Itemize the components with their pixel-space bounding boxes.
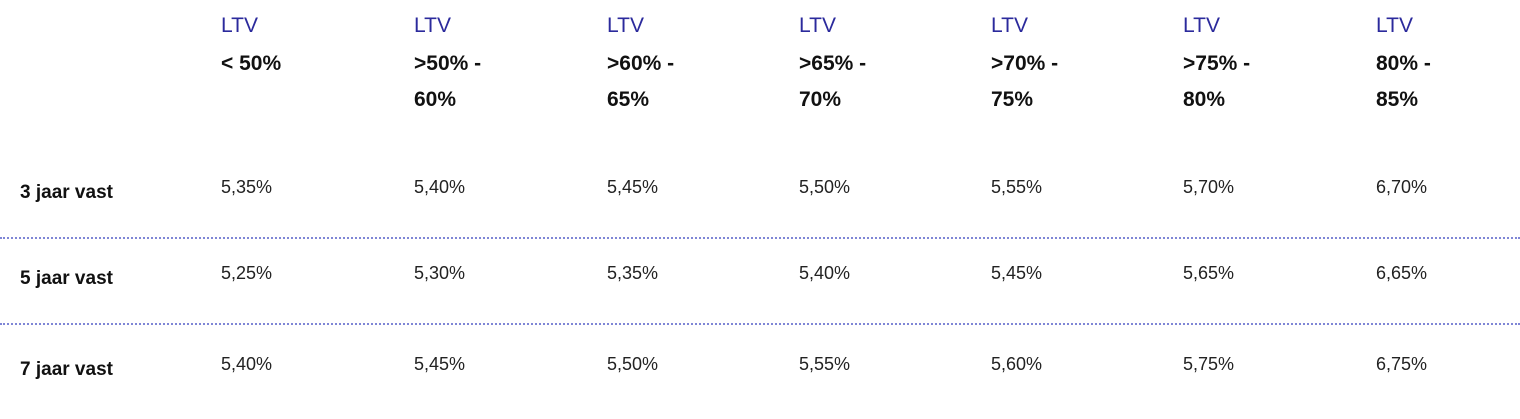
column-header-ltv-under-50: LTV < 50% <box>221 10 371 82</box>
rate-cell: 5,50% <box>607 354 659 374</box>
column-header-ltv-70-75: LTV >70% - 75% <box>991 10 1141 118</box>
interest-rate-table: LTV < 50% LTV >50% - 60% LTV >60% - 65% … <box>0 0 1520 380</box>
column-header-ltv-75-80: LTV >75% - 80% <box>1183 10 1333 118</box>
rate-cell: 5,40% <box>221 354 273 374</box>
table-header-row: LTV < 50% LTV >50% - 60% LTV >60% - 65% … <box>0 0 1520 150</box>
rate-cell: 5,40% <box>799 263 851 283</box>
table-row-5-jaar-vast: 5 jaar vast 5,25% 5,30% 5,35% 5,40% 5,45… <box>0 263 1520 328</box>
table-row-3-jaar-vast: 3 jaar vast 5,35% 5,40% 5,45% 5,50% 5,55… <box>0 177 1520 242</box>
rate-cell: 5,45% <box>991 263 1043 283</box>
column-header-ltv-label: LTV <box>1376 14 1413 37</box>
rate-cell: 5,25% <box>221 263 273 283</box>
table-row-7-jaar-vast: 7 jaar vast 5,40% 5,45% 5,50% 5,55% 5,60… <box>0 354 1520 419</box>
rate-cell: 5,35% <box>221 177 273 197</box>
column-header-ltv-label: LTV <box>799 14 836 37</box>
rate-cell: 6,65% <box>1376 263 1428 283</box>
rate-cell: 5,45% <box>414 354 466 374</box>
column-header-range: 80% - 85% <box>1376 52 1431 111</box>
rate-cell: 5,45% <box>607 177 659 197</box>
rate-cell: 5,60% <box>991 354 1043 374</box>
column-header-ltv-label: LTV <box>414 14 451 37</box>
column-header-range: >60% - 65% <box>607 52 675 111</box>
rate-cell: 5,35% <box>607 263 659 283</box>
row-label: 7 jaar vast <box>20 359 113 380</box>
column-header-ltv-label: LTV <box>221 14 258 37</box>
column-header-ltv-label: LTV <box>1183 14 1220 37</box>
column-header-ltv-60-65: LTV >60% - 65% <box>607 10 757 118</box>
rate-cell: 5,30% <box>414 263 466 283</box>
column-header-range: >65% - 70% <box>799 52 867 111</box>
rate-cell: 5,55% <box>991 177 1043 197</box>
rate-cell: 6,70% <box>1376 177 1428 197</box>
row-divider <box>0 323 1520 325</box>
rate-cell: 5,70% <box>1183 177 1235 197</box>
row-divider <box>0 237 1520 239</box>
column-header-ltv-label: LTV <box>607 14 644 37</box>
column-header-range: < 50% <box>221 52 282 75</box>
row-label: 5 jaar vast <box>20 268 113 289</box>
rate-cell: 5,75% <box>1183 354 1235 374</box>
column-header-ltv-50-60: LTV >50% - 60% <box>414 10 564 118</box>
row-label: 3 jaar vast <box>20 182 113 203</box>
rate-cell: 5,65% <box>1183 263 1235 283</box>
column-header-range: >50% - 60% <box>414 52 482 111</box>
column-header-range: >70% - 75% <box>991 52 1059 111</box>
column-header-range: >75% - 80% <box>1183 52 1251 111</box>
rate-cell: 6,75% <box>1376 354 1428 374</box>
column-header-ltv-80-85: LTV 80% - 85% <box>1376 10 1520 118</box>
rate-cell: 5,40% <box>414 177 466 197</box>
column-header-ltv-label: LTV <box>991 14 1028 37</box>
rate-cell: 5,55% <box>799 354 851 374</box>
rate-cell: 5,50% <box>799 177 851 197</box>
column-header-ltv-65-70: LTV >65% - 70% <box>799 10 949 118</box>
